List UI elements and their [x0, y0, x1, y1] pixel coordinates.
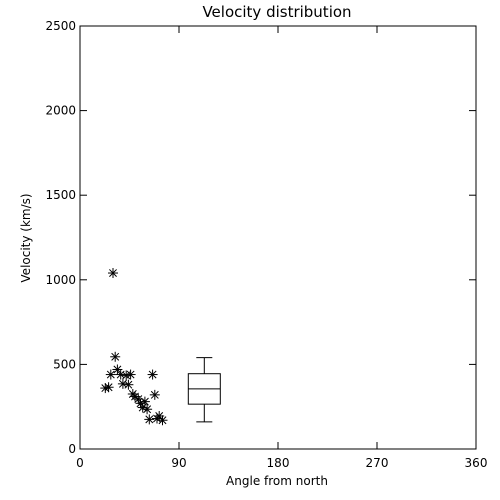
data-point	[123, 379, 134, 390]
box-plot	[187, 357, 221, 423]
data-point	[125, 369, 136, 380]
data-point	[139, 396, 150, 407]
data-point	[142, 404, 153, 415]
data-point	[105, 369, 116, 380]
x-tick-label: 360	[465, 456, 488, 470]
data-point	[157, 415, 168, 426]
data-point	[154, 411, 165, 422]
data-point	[133, 394, 144, 405]
data-point	[149, 389, 160, 400]
y-tick-label: 1500	[45, 188, 76, 202]
data-point	[108, 268, 118, 279]
y-tick-label: 0	[68, 442, 76, 456]
y-tick-label: 500	[53, 357, 76, 371]
data-point	[110, 351, 121, 362]
data-point	[144, 414, 155, 425]
y-tick-label: 2500	[45, 19, 76, 33]
x-tick-label: 0	[76, 456, 84, 470]
data-point	[103, 382, 114, 393]
x-axis: 0 90 180 270 360	[76, 26, 487, 470]
y-tick-label: 2000	[45, 104, 76, 118]
x-tick-label: 180	[267, 456, 290, 470]
scatter-points	[100, 268, 168, 426]
x-axis-label: Angle from north	[226, 474, 328, 488]
x-tick-label: 270	[366, 456, 389, 470]
y-axis-label: Velocity (km/s)	[19, 193, 33, 282]
data-point	[147, 369, 158, 380]
data-point	[112, 364, 123, 375]
x-tick-label: 90	[171, 456, 186, 470]
y-axis: 0 500 1000 1500 2000 2500	[45, 19, 476, 456]
y-tick-label: 1000	[45, 273, 76, 287]
chart-title: Velocity distribution	[202, 3, 351, 21]
